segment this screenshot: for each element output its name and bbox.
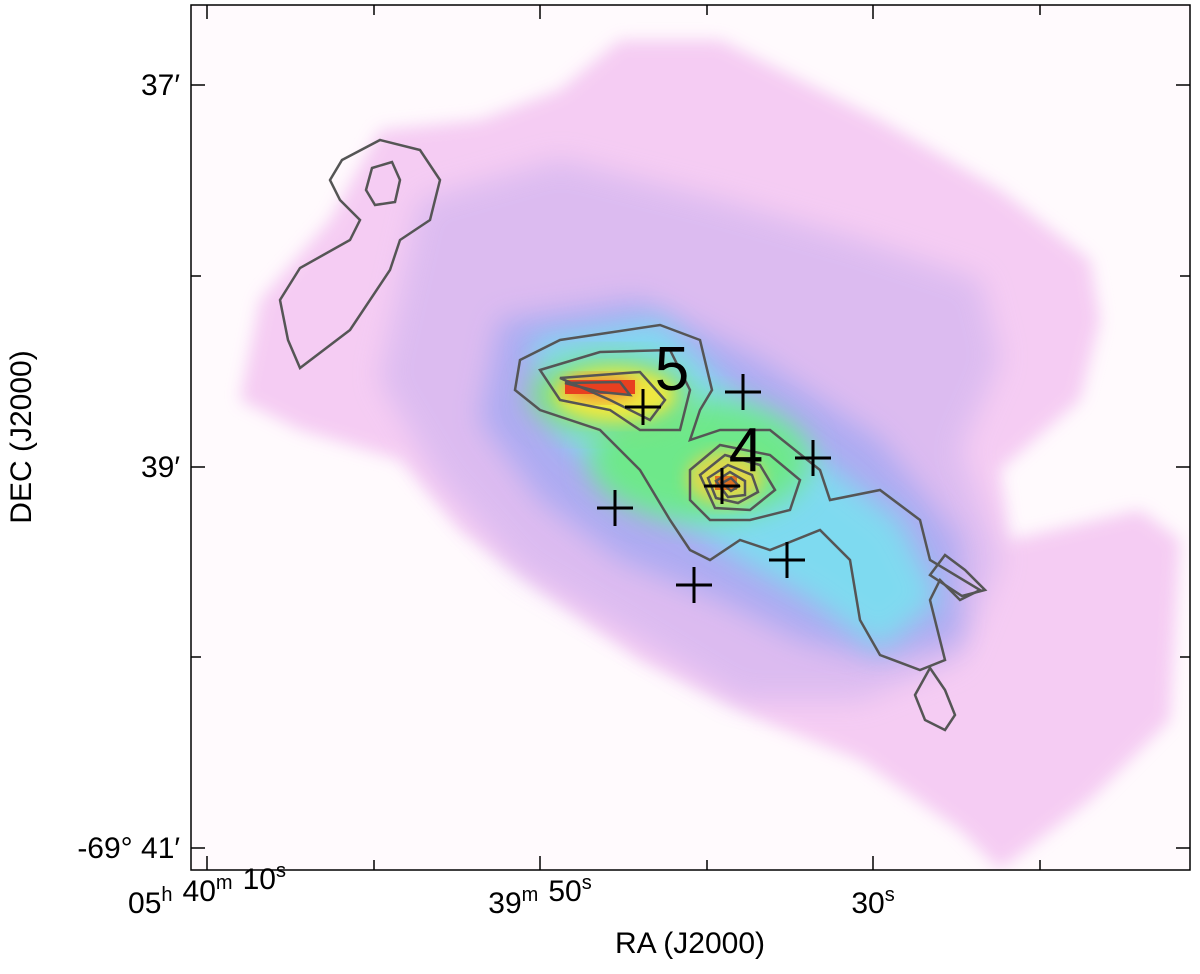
source-label: 4 <box>729 416 763 485</box>
tick-number: 50 <box>548 875 581 908</box>
y-axis-label: DEC (J2000) <box>5 350 38 523</box>
x-tick-label: 30s <box>851 884 894 920</box>
emission-map <box>191 5 1190 870</box>
tick-unit: s <box>582 872 592 894</box>
tick-number: 39 <box>488 887 521 920</box>
x-tick-label: 05h 40m 10s <box>128 860 286 920</box>
contours <box>278 138 988 732</box>
tick-number: 10 <box>243 863 276 896</box>
x-tick-label: 39m 50s <box>488 872 591 920</box>
tick-marks <box>191 5 1190 870</box>
tick-number: 05 <box>128 887 161 920</box>
y-tick-label: 39′ <box>141 451 180 484</box>
y-tick-label: -69° 41′ <box>77 832 180 865</box>
tick-number: 40 <box>183 875 216 908</box>
tick-unit: m <box>216 872 233 894</box>
source-markers <box>597 374 831 603</box>
tick-unit: m <box>522 884 539 906</box>
y-tick-label: 37′ <box>141 69 180 102</box>
plot-frame <box>190 4 1191 871</box>
tick-unit: h <box>161 884 172 906</box>
tick-unit: s <box>885 884 895 906</box>
x-axis-label: RA (J2000) <box>615 927 765 960</box>
tick-number: 30 <box>851 887 884 920</box>
source-label: 5 <box>655 335 689 404</box>
tick-unit: s <box>276 860 286 882</box>
